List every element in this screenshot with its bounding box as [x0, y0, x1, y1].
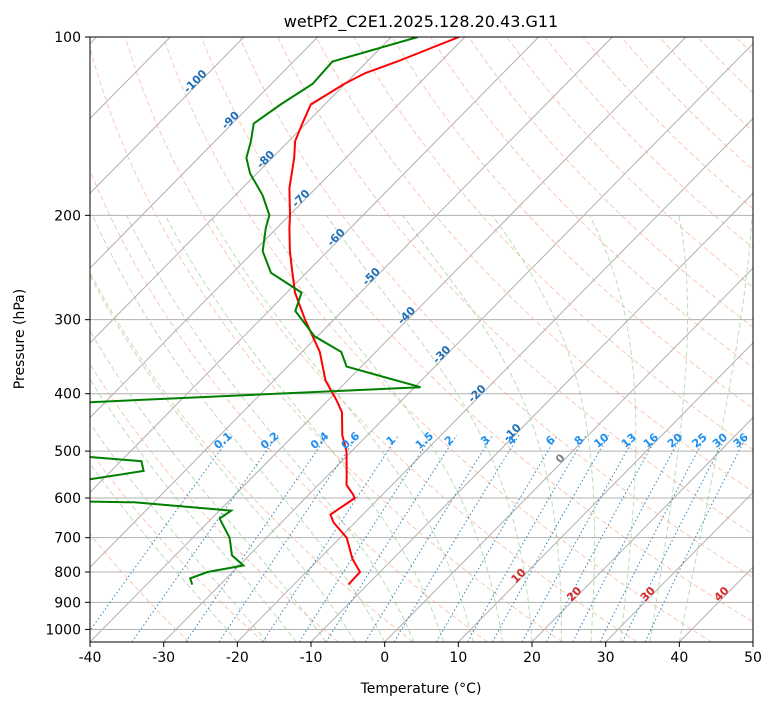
mixing-ratio-line: [644, 434, 748, 642]
x-tick-label: -30: [152, 650, 175, 666]
y-tick-label: 600: [54, 491, 81, 507]
isotherm-line: [90, 37, 687, 642]
isotherm-line: [310, 192, 753, 642]
moist-adiabat: [402, 215, 562, 642]
dry-adiabat: [90, 533, 190, 642]
isotherm-line: [90, 37, 245, 194]
isotherm-line: [384, 267, 753, 642]
y-tick-label: 900: [54, 595, 81, 611]
moist-adiabat: [262, 215, 503, 642]
moist-adiabat: [90, 463, 238, 642]
mixing-ratio-line: [298, 434, 433, 642]
mixing-ratio-line: [325, 434, 458, 642]
dry-adiabat: [468, 37, 753, 328]
mixing-ratio-line: [364, 434, 494, 642]
dry-adiabat: [239, 37, 753, 579]
chart-title: wetPf2_C2E1.2025.128.20.43.G11: [284, 12, 558, 32]
moist-adiabat: [90, 274, 356, 642]
isotherm-line: [457, 342, 753, 642]
isotherm-line: [236, 117, 753, 642]
mixing-ratio-line: [131, 434, 279, 642]
isotherm-line: [90, 37, 539, 494]
dry-adiabat: [124, 37, 638, 642]
x-tick-label: 20: [523, 650, 541, 666]
profile-lines: [90, 37, 460, 586]
dry-adiabat: [90, 271, 414, 642]
y-tick-label: 500: [54, 444, 81, 460]
isotherm-line: [90, 37, 318, 269]
moist-adiabat: [678, 215, 753, 642]
y-tick-label: 300: [54, 313, 81, 329]
moist-adiabat: [92, 215, 386, 642]
x-tick-label: -40: [79, 650, 102, 666]
plot-frame: [89, 36, 754, 643]
x-tick-label: -10: [300, 650, 323, 666]
y-tick-label: 200: [54, 208, 81, 224]
y-tick-label: 1000: [45, 622, 81, 638]
isotherm-line: [90, 37, 466, 419]
dry-adiabat: [162, 37, 712, 642]
y-tick-label: 800: [54, 565, 81, 581]
isotherm-line: [90, 37, 392, 344]
x-tick-label: 30: [597, 650, 615, 666]
mixing-ratio-line: [545, 434, 659, 642]
dry-adiabat: [200, 37, 753, 623]
x-tick-label: -20: [226, 650, 249, 666]
x-tick-label: 40: [670, 650, 688, 666]
y-tick-label: 100: [54, 30, 81, 46]
moist-adiabat: [589, 215, 637, 642]
dry-adiabat: [391, 37, 753, 409]
isotherm-line: [531, 416, 753, 642]
x-tick-label: 10: [449, 650, 467, 666]
x-tick-label: 0: [380, 650, 389, 666]
y-tick-label: 700: [54, 531, 81, 547]
dry-adiabat: [315, 37, 753, 493]
mixing-ratio-line: [435, 434, 559, 642]
y-tick-label: 400: [54, 387, 81, 403]
reference-lines: [90, 37, 753, 642]
moist-adiabat: [649, 215, 689, 642]
mixing-ratio-line: [185, 434, 328, 642]
moist-adiabat: [90, 329, 327, 642]
y-axis-title: Pressure (hPa): [12, 289, 28, 389]
x-axis-title: Temperature (°C): [360, 681, 482, 697]
y-axis: 100 200 300 400 500 600 700 800 900 1000: [45, 30, 90, 638]
dry-adiabat: [90, 46, 563, 642]
mixing-ratio-line: [621, 434, 727, 642]
dry-adiabat: [90, 363, 339, 642]
dewpoint-profile-line: [90, 37, 421, 585]
moist-adiabat: [90, 422, 268, 642]
moist-adiabat: [209, 215, 474, 642]
mixing-ratio-line: [491, 434, 609, 642]
x-tick-label: 50: [744, 650, 762, 666]
moist-adiabat: [492, 215, 596, 642]
mixing-ratio-line: [521, 434, 637, 642]
dry-adiabat: [353, 37, 753, 451]
moist-adiabat: [126, 215, 415, 642]
mixing-ratio-line: [599, 434, 707, 642]
mixing-ratio-line: [467, 434, 587, 642]
temperature-profile-line: [288, 37, 460, 586]
isotherm-line: [163, 42, 753, 642]
dry-adiabat: [277, 37, 753, 535]
x-axis: -40 -30 -20 -10 0 10 20 30 40 50: [79, 642, 762, 666]
mixing-ratio-line: [393, 434, 520, 642]
moist-adiabat: [164, 215, 445, 642]
isotherm-line: [605, 491, 753, 642]
